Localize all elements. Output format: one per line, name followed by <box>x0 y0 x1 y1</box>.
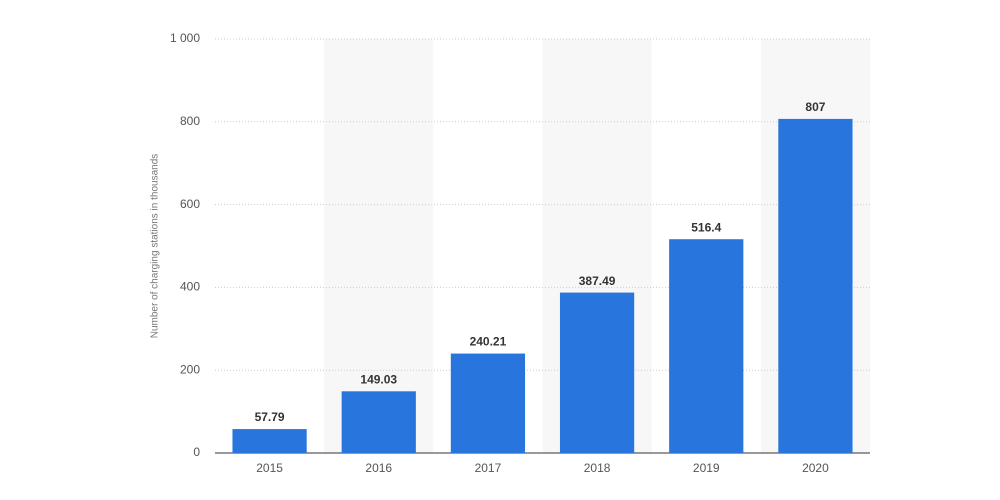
data-label: 149.03 <box>360 372 397 386</box>
x-tick-label: 2015 <box>256 461 283 475</box>
x-tick-label: 2016 <box>365 461 392 475</box>
bar <box>778 118 853 453</box>
data-label: 807 <box>805 100 825 114</box>
bar <box>232 429 307 453</box>
y-tick-label: 1 000 <box>170 31 200 45</box>
y-tick-label: 800 <box>180 114 200 128</box>
data-label: 387.49 <box>579 274 616 288</box>
y-axis-label: Number of charging stations in thousands <box>150 154 161 339</box>
x-tick-label: 2019 <box>693 461 720 475</box>
x-tick-label: 2017 <box>475 461 502 475</box>
y-tick-label: 400 <box>180 280 200 294</box>
data-label: 57.79 <box>255 410 285 424</box>
column-band <box>324 39 434 453</box>
bar <box>669 239 744 453</box>
bar <box>450 353 526 453</box>
bar <box>341 391 416 453</box>
y-tick-label: 0 <box>193 445 200 459</box>
x-tick-label: 2018 <box>584 461 611 475</box>
x-tick-label: 2020 <box>802 461 829 475</box>
bar <box>559 292 635 453</box>
data-label: 240.21 <box>470 335 507 349</box>
data-label: 516.4 <box>691 220 721 234</box>
y-tick-label: 200 <box>180 362 200 376</box>
y-tick-label: 600 <box>180 197 200 211</box>
